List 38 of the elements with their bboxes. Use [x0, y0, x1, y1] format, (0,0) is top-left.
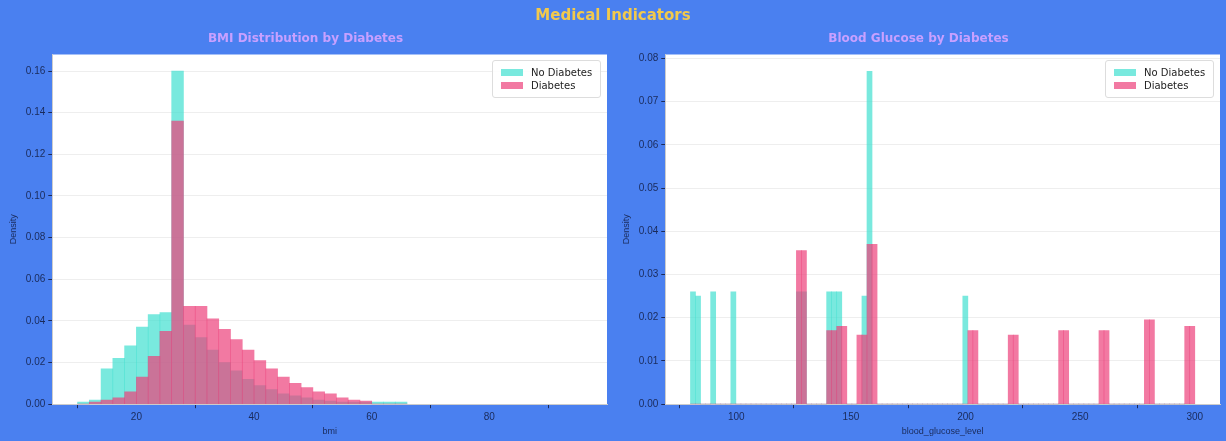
- y-tick-label: 0.16: [25, 64, 46, 76]
- y-tick-label: 0.12: [25, 148, 46, 160]
- y-tick-label: 0.00: [25, 397, 46, 409]
- legend-label: Diabetes: [1144, 80, 1189, 92]
- legend-label: No Diabetes: [531, 67, 593, 79]
- y-tick-label: 0.02: [25, 356, 46, 368]
- y-tick-label: 0.01: [638, 354, 659, 366]
- chart-title: Medical Indicators: [534, 6, 692, 24]
- y-tick-label: 0.06: [638, 138, 659, 150]
- legend-label: No Diabetes: [1144, 67, 1206, 79]
- chart-subtitle: Blood Glucose by Diabetes: [828, 31, 1009, 46]
- x-tick-label: 250: [1071, 410, 1089, 422]
- chart-subtitle: BMI Distribution by Diabetes: [207, 31, 404, 46]
- legend-label: Diabetes: [531, 80, 576, 92]
- y-tick-label: 0.08: [638, 52, 659, 64]
- y-tick-label: 0.02: [638, 311, 659, 323]
- y-tick-label: 0.14: [25, 106, 46, 118]
- x-axis-title: bmi: [322, 426, 337, 437]
- y-tick-label: 0.08: [25, 231, 46, 243]
- x-tick-label: 300: [1186, 410, 1204, 422]
- y-tick-label: 0.04: [25, 314, 46, 326]
- x-tick-label: 80: [483, 410, 496, 422]
- x-tick-label: 150: [842, 410, 860, 422]
- x-tick-label: 60: [366, 410, 378, 422]
- y-tick-label: 0.03: [638, 268, 659, 280]
- x-tick-label: 40: [248, 410, 261, 422]
- y-tick-label: 0.00: [638, 397, 659, 409]
- y-axis-title: Density: [620, 213, 631, 245]
- x-tick-label: 200: [957, 410, 975, 422]
- y-axis-title: Density: [7, 213, 18, 245]
- y-tick-label: 0.05: [638, 181, 659, 193]
- y-tick-label: 0.04: [638, 225, 659, 236]
- y-tick-label: 0.10: [25, 189, 46, 201]
- y-tick-label: 0.06: [25, 273, 46, 285]
- y-tick-label: 0.07: [638, 95, 659, 107]
- x-tick-label: 20: [130, 410, 143, 422]
- x-axis-title: blood_glucose_level: [901, 426, 984, 437]
- x-tick-label: 100: [727, 410, 746, 422]
